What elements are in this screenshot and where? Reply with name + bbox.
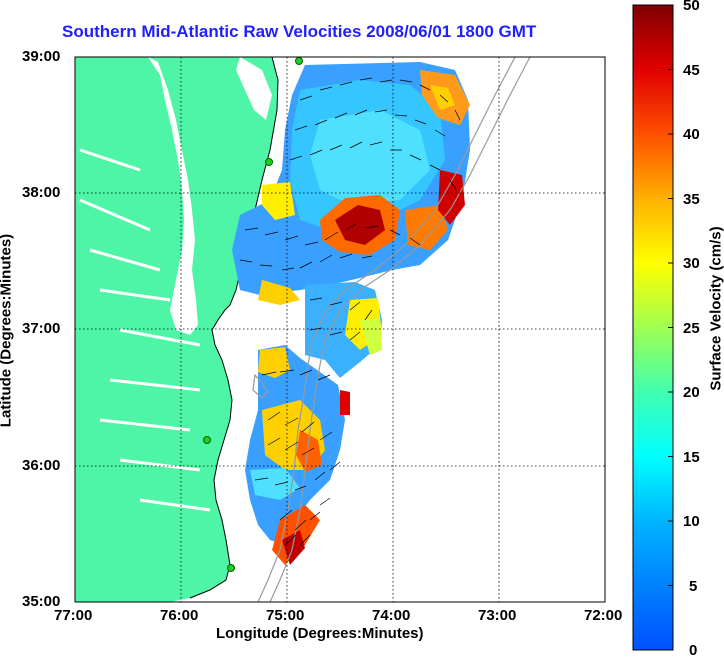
x-axis-title: Longitude (Degrees:Minutes)	[216, 625, 424, 642]
tidal-inlets	[79, 148, 211, 512]
colorbar-tick-label: 45	[683, 62, 700, 79]
colorbar	[632, 4, 674, 651]
x-tick-label: 76:00	[160, 607, 199, 624]
x-tick-label: 74:00	[372, 607, 411, 624]
colorbar-tick-label: 10	[683, 513, 700, 530]
y-tick-label: 39:00	[22, 48, 61, 65]
y-tick-label: 37:00	[22, 320, 61, 337]
colorbar-tick-label: 0	[689, 642, 698, 659]
chesapeake-bay	[148, 57, 198, 335]
map-gridlines	[75, 57, 605, 602]
colorbar-tick-label: 5	[689, 578, 698, 595]
colorbar-tick-label: 50	[683, 0, 700, 14]
y-tick-label: 38:00	[22, 184, 61, 201]
delaware-bay	[236, 57, 272, 120]
bathymetry-contour	[252, 373, 269, 399]
colorbar-tick-label: 35	[683, 191, 700, 208]
colorbar-tick-label: 15	[683, 449, 700, 466]
x-tick-label: 75:00	[266, 607, 305, 624]
x-tick-label: 72:00	[584, 607, 623, 624]
bathymetry-contour	[257, 57, 516, 602]
velocity-vectors	[239, 77, 461, 546]
velocity-field	[232, 62, 470, 565]
y-axis-title: Latitude (Degrees:Minutes)	[0, 233, 15, 428]
colorbar-ticks	[668, 4, 673, 586]
bathymetry-contour	[269, 57, 531, 602]
coastline	[189, 57, 279, 599]
colorbar-tick-label: 30	[683, 255, 700, 272]
y-tick-label: 36:00	[22, 457, 61, 474]
y-tick-label: 35:00	[22, 593, 61, 610]
colorbar-tick-label: 25	[683, 320, 700, 337]
station-markers	[203, 57, 303, 572]
colorbar-title: Surface Velocity (cm/s)	[707, 226, 724, 391]
colorbar-tick-label: 20	[683, 384, 700, 401]
colorbar-tick-label: 40	[683, 126, 700, 143]
plot-frame	[74, 56, 606, 603]
map-title: Southern Mid-Atlantic Raw Velocities 200…	[62, 22, 537, 41]
x-tick-label: 77:00	[54, 607, 93, 624]
x-tick-label: 73:00	[478, 607, 517, 624]
